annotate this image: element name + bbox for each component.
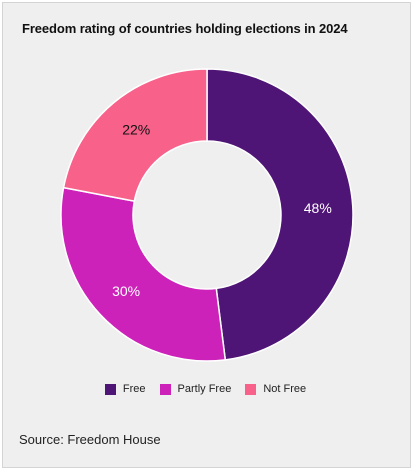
slice-label-not-free: 22% — [122, 121, 150, 137]
legend-item-free: Free — [104, 383, 146, 395]
legend-swatch — [104, 383, 116, 395]
slice-label-partly-free: 30% — [112, 283, 140, 299]
legend-item-partly-free: Partly Free — [159, 383, 232, 395]
legend-swatch — [159, 383, 171, 395]
source-note: Source: Freedom House — [19, 432, 161, 447]
chart-title: Freedom rating of countries holding elec… — [22, 21, 348, 36]
slice-label-free: 48% — [304, 200, 332, 216]
legend-item-not-free: Not Free — [245, 383, 306, 395]
legend-label: Free — [122, 383, 146, 395]
slice-free — [206, 68, 354, 361]
slice-not-free — [62, 68, 208, 203]
legend-label: Not Free — [263, 383, 307, 395]
slice-partly-free — [60, 186, 227, 362]
legend-label: Partly Free — [177, 383, 232, 395]
legend-swatch — [245, 383, 257, 395]
chart-legend: Free Partly Free Not Free — [0, 383, 411, 395]
